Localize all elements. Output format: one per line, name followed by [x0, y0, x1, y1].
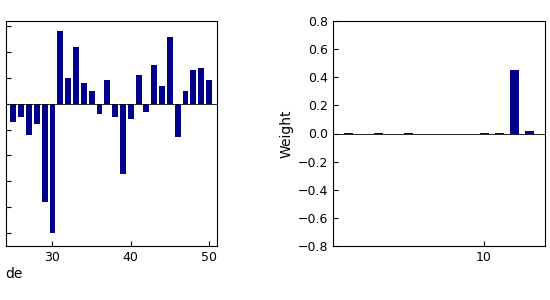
Bar	[73, 47, 79, 104]
Bar	[190, 70, 196, 104]
Bar	[57, 31, 63, 104]
Bar	[50, 104, 56, 233]
Bar	[96, 104, 102, 114]
Bar	[104, 80, 110, 104]
Bar	[144, 104, 150, 112]
Bar	[510, 70, 519, 134]
Bar	[175, 104, 180, 137]
Bar	[18, 104, 24, 117]
Bar	[167, 37, 173, 104]
Bar	[404, 133, 413, 134]
Bar	[344, 133, 353, 134]
Y-axis label: Weight: Weight	[279, 109, 294, 158]
Bar	[206, 80, 212, 104]
Bar	[199, 68, 204, 104]
Bar	[494, 133, 504, 134]
Bar	[128, 104, 134, 119]
Bar	[159, 86, 165, 104]
Bar	[480, 133, 488, 134]
Bar	[183, 91, 189, 104]
Bar	[89, 91, 95, 104]
Bar	[81, 83, 87, 104]
Bar	[525, 131, 534, 134]
Bar	[65, 78, 71, 104]
Bar	[136, 75, 141, 104]
Bar	[34, 104, 40, 124]
Bar	[151, 65, 157, 104]
Bar	[26, 104, 32, 135]
Bar	[120, 104, 126, 174]
Bar	[374, 133, 383, 134]
Bar	[10, 104, 16, 122]
Bar	[42, 104, 48, 202]
X-axis label: de: de	[6, 267, 23, 280]
Bar	[112, 104, 118, 117]
